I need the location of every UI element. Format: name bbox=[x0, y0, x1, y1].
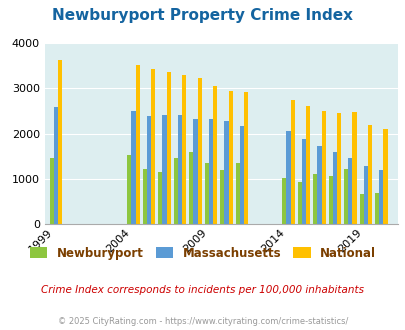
Bar bbox=[352, 112, 356, 224]
Bar bbox=[297, 182, 301, 224]
Bar bbox=[213, 86, 217, 224]
Bar bbox=[158, 172, 162, 224]
Bar bbox=[189, 152, 193, 224]
Bar bbox=[281, 178, 286, 224]
Bar bbox=[286, 131, 290, 224]
Bar bbox=[239, 126, 243, 224]
Bar bbox=[208, 119, 213, 224]
Bar bbox=[197, 78, 201, 224]
Bar bbox=[336, 113, 340, 224]
Bar bbox=[312, 175, 317, 224]
Bar bbox=[363, 166, 367, 224]
Bar bbox=[58, 60, 62, 224]
Bar bbox=[151, 69, 155, 224]
Bar bbox=[131, 112, 135, 224]
Bar bbox=[317, 147, 321, 224]
Bar bbox=[181, 75, 186, 224]
Bar bbox=[243, 92, 247, 224]
Bar bbox=[224, 121, 228, 224]
Bar bbox=[54, 107, 58, 224]
Bar bbox=[235, 163, 239, 224]
Bar bbox=[173, 158, 177, 224]
Bar bbox=[383, 129, 387, 224]
Bar bbox=[204, 163, 208, 224]
Bar bbox=[143, 169, 147, 224]
Bar bbox=[301, 139, 305, 224]
Bar bbox=[193, 119, 197, 224]
Text: Newburyport Property Crime Index: Newburyport Property Crime Index bbox=[52, 8, 353, 23]
Bar bbox=[147, 116, 151, 224]
Text: Crime Index corresponds to incidents per 100,000 inhabitants: Crime Index corresponds to incidents per… bbox=[41, 285, 364, 295]
Bar bbox=[378, 170, 383, 224]
Bar bbox=[290, 100, 294, 224]
Bar bbox=[343, 169, 347, 224]
Bar bbox=[127, 155, 131, 224]
Bar bbox=[305, 106, 309, 224]
Bar bbox=[367, 124, 371, 224]
Bar bbox=[332, 152, 336, 224]
Bar bbox=[177, 115, 181, 224]
Text: © 2025 CityRating.com - https://www.cityrating.com/crime-statistics/: © 2025 CityRating.com - https://www.city… bbox=[58, 317, 347, 326]
Bar bbox=[374, 193, 378, 224]
Bar bbox=[220, 170, 224, 224]
Bar bbox=[328, 176, 332, 224]
Bar bbox=[166, 72, 171, 224]
Bar bbox=[162, 115, 166, 224]
Bar bbox=[347, 158, 352, 224]
Bar bbox=[321, 111, 325, 224]
Bar bbox=[228, 90, 232, 224]
Bar bbox=[359, 193, 363, 224]
Bar bbox=[135, 65, 139, 224]
Legend: Newburyport, Massachusetts, National: Newburyport, Massachusetts, National bbox=[30, 247, 375, 260]
Bar bbox=[50, 158, 54, 224]
